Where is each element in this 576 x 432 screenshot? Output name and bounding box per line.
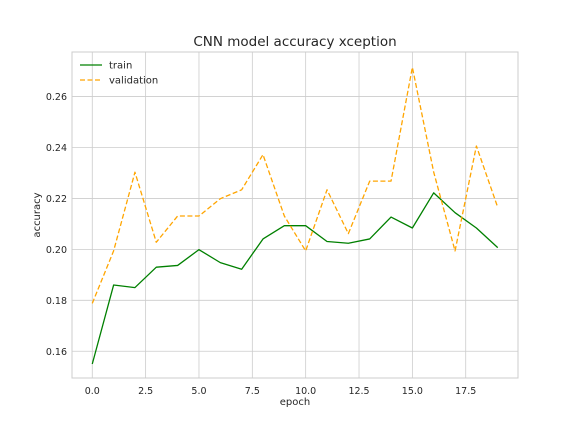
y-tick-label: 0.24 [46, 143, 67, 154]
y-tick-label: 0.20 [46, 245, 67, 256]
legend-label-validation: validation [109, 76, 158, 87]
y-axis-label: accuracy [32, 192, 43, 237]
grid-lines [72, 52, 518, 378]
x-axis-label: epoch [280, 397, 310, 408]
x-tick-label: 10.0 [295, 386, 316, 397]
legend-label-train: train [109, 61, 132, 72]
x-tick-label: 2.5 [138, 386, 153, 397]
x-tick-label: 17.5 [455, 386, 476, 397]
plot-area [71, 51, 519, 379]
legend: train validation [80, 61, 158, 87]
y-tick-label: 0.22 [46, 194, 67, 205]
x-tick-label: 0.0 [85, 386, 100, 397]
series-line-train [91, 192, 499, 365]
x-tick-label: 12.5 [348, 386, 369, 397]
chart-title: CNN model accuracy xception [193, 34, 396, 50]
x-tick-labels: 0.0 2.5 5.0 7.5 10.0 12.5 15.0 17.5 [85, 386, 477, 397]
x-tick-label: 15.0 [402, 386, 423, 397]
y-tick-label: 0.26 [46, 92, 67, 103]
y-tick-label: 0.16 [46, 347, 67, 358]
series-layer [91, 66, 499, 365]
x-tick-label: 7.5 [245, 386, 260, 397]
y-tick-labels: 0.16 0.18 0.20 0.22 0.24 0.26 [46, 92, 67, 358]
series-line-validation [91, 66, 499, 304]
y-tick-label: 0.18 [46, 296, 67, 307]
x-tick-label: 5.0 [191, 386, 206, 397]
